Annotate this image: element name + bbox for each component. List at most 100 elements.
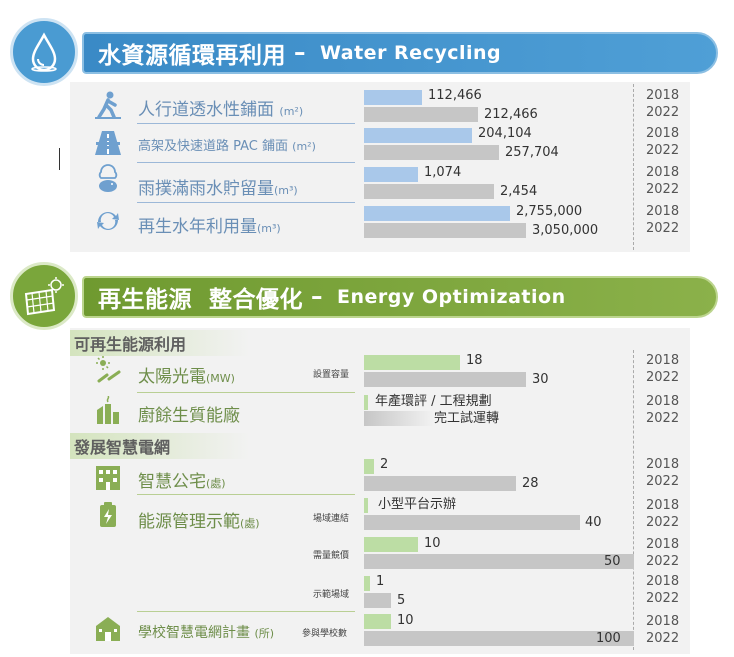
walking-person-icon (95, 91, 121, 119)
ems-demand-value-2018: 10 (424, 536, 441, 551)
water-row-2-year-2022: 2022 (646, 182, 680, 197)
kitchen-bar-2018 (364, 395, 368, 410)
row-divider (137, 611, 355, 612)
water-row-label: 高架及快速道路 PAC 鋪面 (m²) (138, 139, 316, 154)
water-title-dash: – (294, 40, 306, 66)
energy-title-zh: 再生能源 整合優化 (98, 287, 304, 313)
solar-year-2018: 2018 (646, 353, 680, 368)
school-bar-2018 (364, 614, 391, 629)
school-bar-2022 (364, 631, 634, 646)
ems-sub-demand: 需量競價 (313, 551, 350, 561)
home-year-2022: 2022 (646, 474, 680, 489)
energy-title-en: Energy Optimization (337, 286, 566, 308)
ems-link-bar-2022 (364, 515, 580, 530)
water-row-2-bar-2018 (364, 167, 418, 182)
ems-demand-year-2022: 2022 (646, 554, 680, 569)
ems-demo-year-2018: 2018 (646, 574, 680, 589)
recycle-water-icon (97, 212, 119, 230)
row-divider (137, 494, 355, 495)
ems-sub-link: 場域連結 (313, 514, 350, 524)
water-title-zh: 水資源循環再利用 (98, 43, 286, 69)
ems-label: 能源管理示範(處) (138, 512, 260, 532)
solar-bar-2022 (364, 372, 526, 387)
year-divider (633, 350, 634, 650)
water-title-en: Water Recycling (320, 42, 502, 64)
water-row-0-bar-2018 (364, 90, 422, 105)
water-row-1-bar-2018 (364, 128, 472, 143)
water-row-0-year-2022: 2022 (646, 105, 680, 120)
water-row-0-bar-2022 (364, 107, 478, 122)
water-row-1-value-2022: 257,704 (505, 145, 559, 160)
solar-label: 太陽光電(MW) (138, 367, 235, 387)
kitchen-year-2022: 2022 (646, 411, 680, 426)
solar-sub: 設置容量 (313, 370, 350, 380)
cursor-mark (59, 148, 60, 170)
water-header: 水資源循環再利用 – Water Recycling (82, 32, 718, 74)
row-divider (137, 162, 355, 163)
biomass-plant-icon (97, 396, 119, 424)
solar-bar-2018 (364, 355, 460, 370)
ems-link-year-2018: 2018 (646, 498, 680, 513)
water-row-label: 再生水年利用量(m³) (138, 217, 281, 237)
ems-link-value-2022: 40 (585, 515, 602, 530)
kitchen-year-2018: 2018 (646, 394, 680, 409)
water-row-label: 雨撲滿雨水貯留量(m³) (138, 179, 298, 199)
water-row-3-value-2018: 2,755,000 (516, 204, 583, 219)
ems-link-value-2018: 小型平台示辦 (378, 497, 457, 512)
school-value-2022: 100 (596, 631, 621, 646)
ems-demo-value-2018: 1 (376, 574, 385, 589)
water-row-2-value-2022: 2,454 (500, 184, 538, 199)
year-divider (633, 84, 634, 250)
ems-link-year-2022: 2022 (646, 515, 680, 530)
category-renewable: 可再生能源利用 (70, 330, 250, 356)
ems-link-bar-2018 (364, 498, 368, 513)
water-row-1-bar-2022 (364, 145, 499, 160)
category-smart-grid: 發展智慧電網 (70, 433, 250, 459)
ems-demo-year-2022: 2022 (646, 591, 680, 606)
kitchen-bar-2022 (364, 411, 434, 426)
solar-value-2022: 30 (532, 372, 549, 387)
smart-building-icon (96, 466, 120, 490)
water-row-1-year-2018: 2018 (646, 126, 680, 141)
water-row-3-bar-2022 (364, 223, 526, 238)
water-row-2-value-2018: 1,074 (424, 165, 462, 180)
highway-road-icon (95, 131, 121, 155)
water-row-label: 人行道透水性鋪面 (m²) (138, 100, 304, 120)
home-bar-2018 (364, 459, 374, 474)
rain-piggybank-icon (98, 164, 118, 192)
water-drop-badge (10, 18, 78, 86)
water-row-1-year-2022: 2022 (646, 143, 680, 158)
ems-demand-year-2018: 2018 (646, 537, 680, 552)
water-row-2-year-2018: 2018 (646, 165, 680, 180)
water-drop-icon (31, 32, 57, 72)
home-year-2018: 2018 (646, 457, 680, 472)
school-year-2018: 2018 (646, 614, 680, 629)
solar-panel-icon (24, 277, 64, 316)
home-label: 智慧公宅(處) (138, 472, 226, 492)
solar-badge (10, 262, 78, 330)
solar-value-2018: 18 (466, 353, 483, 368)
school-icon (96, 617, 120, 641)
row-divider (137, 202, 355, 203)
water-row-0-value-2022: 212,466 (484, 107, 538, 122)
water-row-3-year-2022: 2022 (646, 221, 680, 236)
home-value-2018: 2 (380, 457, 389, 472)
kitchen-value-2022: 完工試運轉 (434, 411, 500, 426)
ems-sub-demo: 示範場域 (313, 590, 350, 600)
water-row-3-value-2022: 3,050,000 (532, 223, 599, 238)
kitchen-label: 廚餘生質能廠 (138, 406, 240, 426)
energy-title-dash: – (311, 284, 324, 310)
water-row-0-value-2018: 112,466 (428, 88, 482, 103)
water-row-3-bar-2018 (364, 206, 510, 221)
kitchen-value-2018: 年產環評 / 工程規劃 (375, 394, 492, 409)
ems-demo-bar-2022 (364, 593, 391, 608)
ems-demand-bar-2022 (364, 554, 634, 569)
home-value-2022: 28 (522, 476, 539, 491)
ems-demand-bar-2018 (364, 537, 418, 552)
row-divider (137, 123, 355, 124)
water-row-1-value-2018: 204,104 (478, 126, 532, 141)
school-label: 學校智慧電網計畫 (所) (138, 625, 275, 641)
ems-demo-bar-2018 (364, 576, 370, 591)
ems-demand-value-2022: 50 (604, 554, 621, 569)
school-year-2022: 2022 (646, 631, 680, 646)
